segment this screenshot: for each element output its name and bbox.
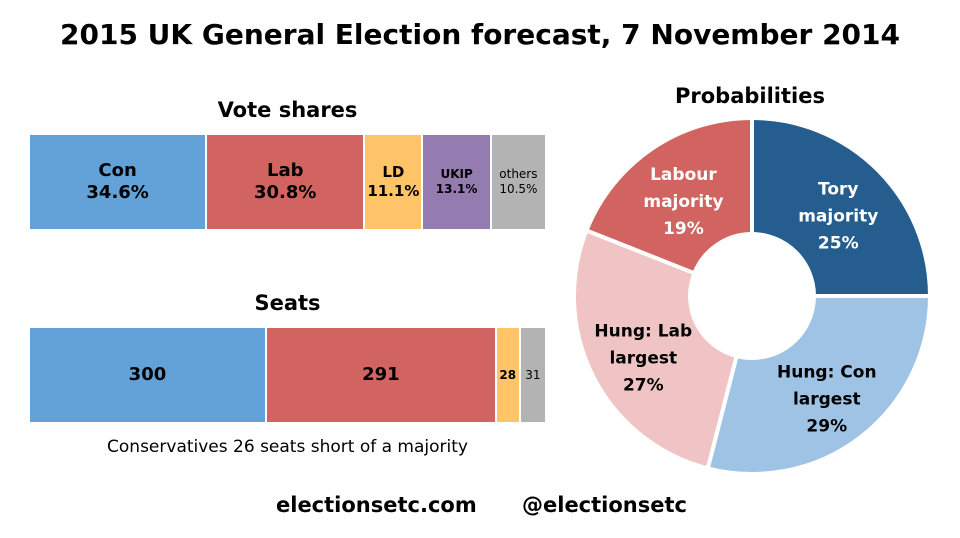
bar-segment-others: others 10.5% (491, 135, 545, 229)
donut-label-line: Hung: Con (777, 362, 877, 382)
segment-value: 28 (499, 367, 517, 382)
segment-value: 291 (362, 363, 400, 385)
donut-label-3: Labour majority 19% (643, 165, 723, 239)
segment-value: 13.1% (435, 182, 478, 196)
donut-label-line: Tory (818, 180, 858, 200)
segment-name: Lab (266, 159, 304, 181)
donut-label-2: Hung: Lab largest 27% (594, 321, 692, 395)
bar-segment-ld: 28 (496, 328, 519, 422)
segment-value: 34.6% (86, 182, 149, 203)
donut-label-line: majority (643, 192, 723, 212)
chart-title: 2015 UK General Election forecast, 7 Nov… (60, 18, 900, 51)
segment-name: LD (382, 163, 405, 182)
donut-label-line: largest (793, 389, 861, 409)
probabilities-title: Probabilities (675, 84, 825, 108)
segment-name: UKIP (440, 167, 473, 181)
bar-segment-ukip: UKIP 13.1% (423, 135, 490, 229)
donut-slice-2 (572, 227, 740, 471)
donut-label-line: largest (609, 348, 677, 368)
donut-slice-3 (583, 115, 754, 276)
segment-value: 10.5% (499, 182, 538, 196)
donut-label-line: 19% (663, 219, 704, 239)
vote-shares-title: Vote shares (217, 98, 358, 122)
segment-value: 11.1% (367, 182, 420, 200)
segment-value: 30.8% (254, 182, 317, 203)
segment-name: others (499, 167, 538, 181)
vote-shares-bar: Con 34.6% Lab 30.8% LD 11.1% UKIP 13.1% others 10… (30, 135, 545, 229)
donut-label-line: 25% (818, 234, 859, 254)
segment-value: 300 (128, 363, 167, 385)
bar-segment-lab: 291 (266, 328, 495, 422)
bar-segment-lab: Lab 30.8% (207, 135, 364, 229)
donut-label-line: majority (798, 207, 878, 227)
segment-name: Con (98, 159, 137, 181)
donut-label-1: Hung: Con largest 29% (777, 362, 877, 436)
donut-slice-0 (750, 115, 933, 298)
bar-segment-con: 300 (30, 328, 265, 422)
segment-value: 31 (525, 367, 541, 382)
seats-bar: 300 291 28 31 (30, 328, 545, 422)
donut-label-line: 27% (623, 375, 664, 395)
footer-site: electionsetc.com (276, 493, 477, 517)
donut-label-line: Hung: Lab (594, 321, 692, 341)
donut-label-line: Labour (650, 165, 717, 185)
donut-slice-1 (705, 294, 933, 476)
footer-handle: @electionsetc (522, 493, 687, 517)
seats-note: Conservatives 26 seats short of a majori… (107, 437, 468, 457)
bar-segment-con: Con 34.6% (30, 135, 206, 229)
seats-title: Seats (254, 291, 321, 315)
donut-label-line: 29% (806, 416, 847, 436)
donut-label-0: Tory majority 25% (798, 180, 878, 254)
bar-segment-others: 31 (520, 328, 545, 422)
bar-segment-ld: LD 11.1% (365, 135, 422, 229)
